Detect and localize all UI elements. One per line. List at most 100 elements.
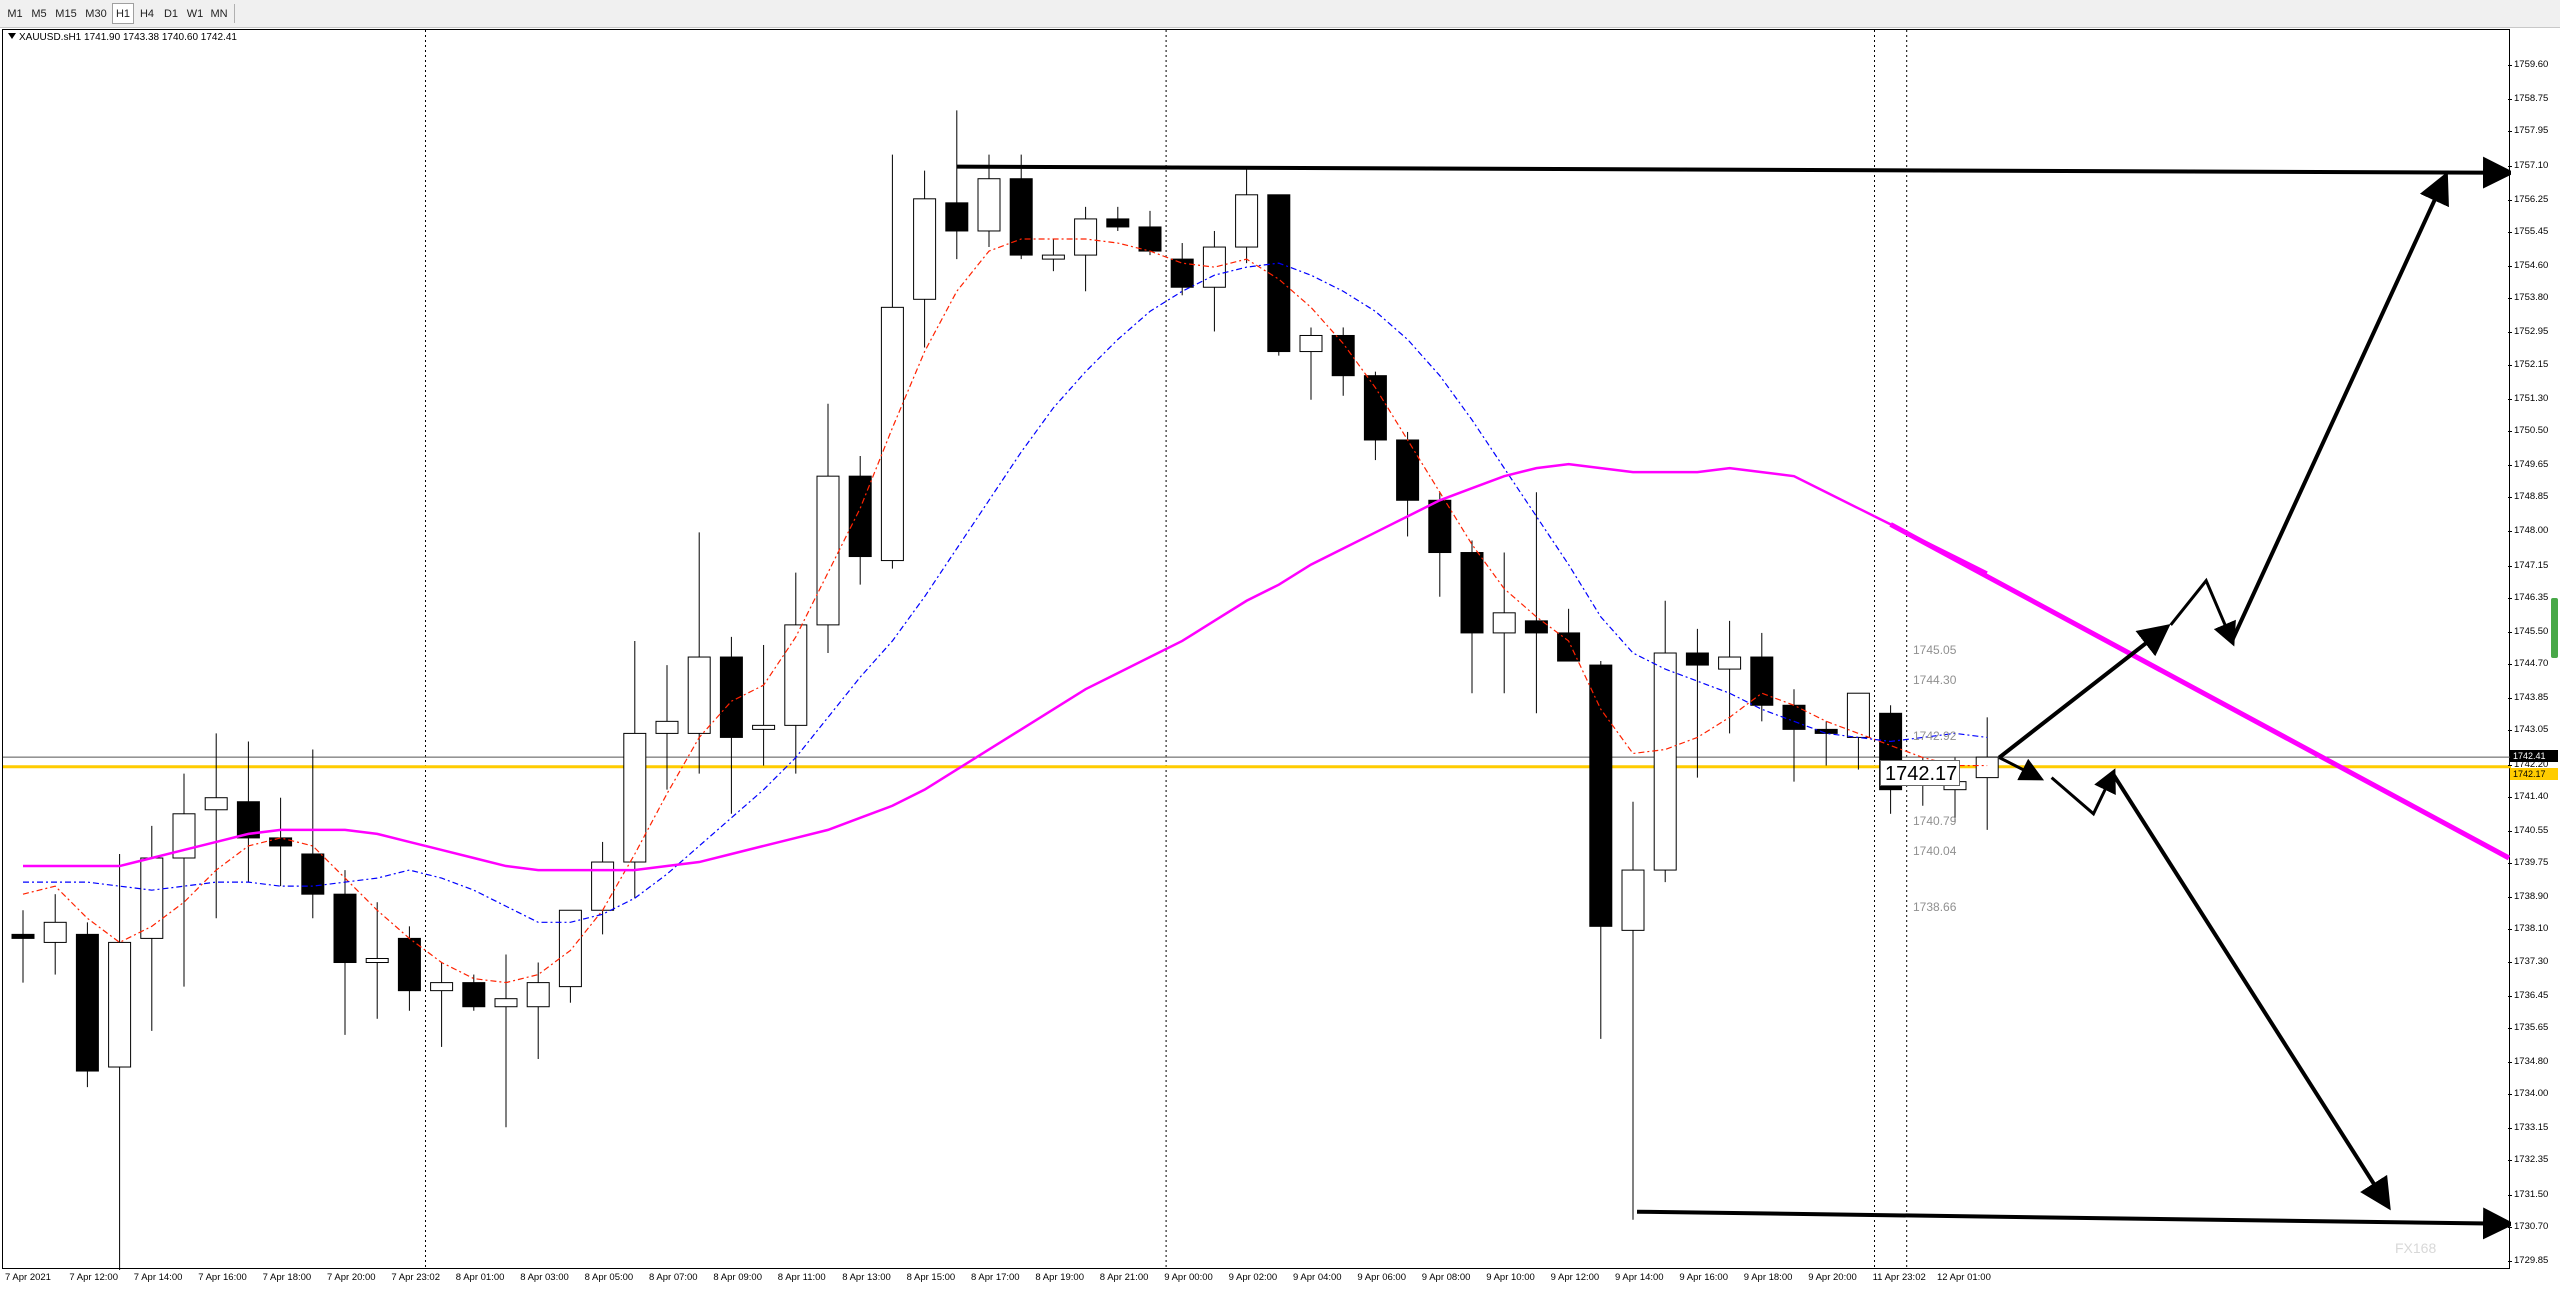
level-label: 1745.05 — [1913, 643, 1957, 657]
price-tick-label: 1754.60 — [2514, 260, 2549, 272]
candle-body[interactable] — [1235, 194, 1259, 248]
candle-body[interactable] — [1685, 652, 1709, 666]
candle-body[interactable] — [1041, 254, 1065, 260]
candle-body[interactable] — [848, 475, 872, 558]
candle-body[interactable] — [1718, 656, 1742, 670]
candle-body[interactable] — [1975, 756, 1999, 779]
scale-scroll-handle[interactable] — [2551, 598, 2558, 658]
candle-body[interactable] — [1331, 334, 1355, 377]
candle-body[interactable] — [1653, 652, 1677, 871]
price-tick-mark — [2508, 99, 2512, 101]
price-tick-label: 1740.55 — [2514, 824, 2549, 836]
time-tick-label: 7 Apr 12:00 — [69, 1272, 118, 1283]
candle-body[interactable] — [623, 732, 647, 863]
candle-body[interactable] — [75, 933, 99, 1072]
candle-body[interactable] — [913, 198, 937, 300]
candle-body[interactable] — [1589, 664, 1613, 927]
time-tick-label: 9 Apr 10:00 — [1486, 1272, 1535, 1283]
price-tick-mark — [2508, 863, 2512, 865]
candle-body[interactable] — [526, 982, 550, 1008]
candle-body[interactable] — [269, 837, 293, 847]
level-label: 1740.04 — [1913, 844, 1957, 859]
price-tick-mark — [2508, 597, 2512, 599]
candle-body[interactable] — [1074, 218, 1098, 256]
candle-body[interactable] — [1428, 499, 1452, 554]
price-tick-label: 1743.05 — [2514, 724, 2549, 736]
candle-body[interactable] — [1267, 194, 1291, 353]
candle-body[interactable] — [430, 982, 454, 992]
candle-body[interactable] — [977, 178, 1001, 232]
price-tick-label: 1739.75 — [2514, 857, 2549, 869]
candle-body[interactable] — [880, 306, 904, 562]
price-tick-label: 1748.00 — [2514, 525, 2549, 537]
time-tick-label: 8 Apr 09:00 — [713, 1272, 762, 1283]
price-tick-label: 1731.50 — [2514, 1188, 2549, 1200]
timeframe-h1-button[interactable]: H1 — [112, 3, 134, 24]
candle-body[interactable] — [1621, 869, 1645, 931]
candle-body[interactable] — [462, 982, 486, 1008]
timeframe-toolbar: M1 M5 M15 M30 H1 H4 D1 W1 MN — [0, 0, 2560, 28]
price-tick-mark — [2508, 1061, 2512, 1063]
chart-area[interactable] — [2, 29, 2511, 1270]
time-tick-label: 7 Apr 20:00 — [327, 1272, 376, 1283]
timeframe-mn-button[interactable]: MN — [210, 8, 228, 20]
candle-body[interactable] — [301, 853, 325, 895]
timeframe-m1-button[interactable]: M1 — [7, 8, 23, 20]
candle-body[interactable] — [365, 957, 389, 964]
timeframe-m15-button[interactable]: M15 — [55, 8, 77, 20]
candle-body[interactable] — [558, 909, 582, 988]
candle-body[interactable] — [1557, 632, 1581, 662]
candle-body[interactable] — [1814, 728, 1838, 734]
time-tick-label: 9 Apr 18:00 — [1743, 1272, 1793, 1283]
time-tick-label: 8 Apr 17:00 — [971, 1272, 1020, 1283]
candle-body[interactable] — [397, 937, 421, 992]
timeframe-h4-button[interactable]: H4 — [139, 8, 155, 20]
candle-body[interactable] — [752, 724, 776, 730]
time-tick-label: 7 Apr 18:00 — [262, 1272, 312, 1283]
down-pullback-arrow — [2050, 768, 2116, 817]
candle-body[interactable] — [1170, 258, 1194, 288]
candle-body[interactable] — [1009, 178, 1033, 256]
candle-body[interactable] — [719, 656, 743, 738]
candle-body[interactable] — [1396, 439, 1420, 501]
timeframe-w1-button[interactable]: W1 — [186, 8, 204, 20]
candle-body[interactable] — [1299, 334, 1323, 353]
candle-body[interactable] — [816, 475, 840, 626]
candle-body[interactable] — [1106, 218, 1130, 228]
candle-body[interactable] — [1846, 692, 1870, 738]
time-tick-label: 8 Apr 07:00 — [649, 1272, 698, 1283]
current-price-badge: 1742.41 — [2510, 750, 2558, 763]
ma-mid-line — [23, 262, 1988, 923]
timeframe-m30-button[interactable]: M30 — [85, 8, 107, 20]
candle-body[interactable] — [43, 921, 67, 943]
candle-body[interactable] — [1460, 552, 1484, 634]
candle-body[interactable] — [494, 998, 518, 1008]
candle-body[interactable] — [1524, 620, 1548, 634]
chart-canvas — [3, 30, 2511, 1270]
candle-body[interactable] — [1202, 246, 1226, 288]
candle-body[interactable] — [204, 797, 228, 811]
price-scale[interactable]: 1759.60 1758.75 1757.95 1757.10 1756.25 1755.… — [2508, 29, 2560, 1269]
candle-body[interactable] — [333, 893, 357, 964]
price-tick-mark — [2508, 929, 2512, 931]
timeframe-d1-button[interactable]: D1 — [163, 8, 179, 20]
candle-body[interactable] — [108, 941, 132, 1068]
time-tick-label: 7 Apr 2021 — [5, 1272, 51, 1283]
price-tick-label: 1752.15 — [2514, 358, 2549, 370]
candle-body[interactable] — [687, 656, 711, 734]
candle-body[interactable] — [236, 801, 260, 839]
time-axis[interactable]: 7 Apr 2021 7 Apr 12:00 7 Apr 14:00 7 Apr 16… — [0, 1269, 2508, 1289]
candle-body[interactable] — [172, 813, 196, 859]
candle-body[interactable] — [1363, 375, 1387, 441]
time-tick-label: 9 Apr 00:00 — [1164, 1272, 1213, 1283]
candle-body[interactable] — [945, 202, 969, 232]
candle-body[interactable] — [1750, 656, 1774, 706]
candle-body[interactable] — [1492, 612, 1516, 634]
candle-body[interactable] — [1138, 226, 1162, 252]
up-path-arrow — [1997, 623, 2171, 760]
candle-body[interactable] — [11, 933, 35, 939]
candle-body[interactable] — [784, 624, 808, 726]
candle-body[interactable] — [655, 720, 679, 734]
collapse-triangle-icon[interactable] — [8, 33, 16, 39]
timeframe-m5-button[interactable]: M5 — [31, 8, 47, 20]
